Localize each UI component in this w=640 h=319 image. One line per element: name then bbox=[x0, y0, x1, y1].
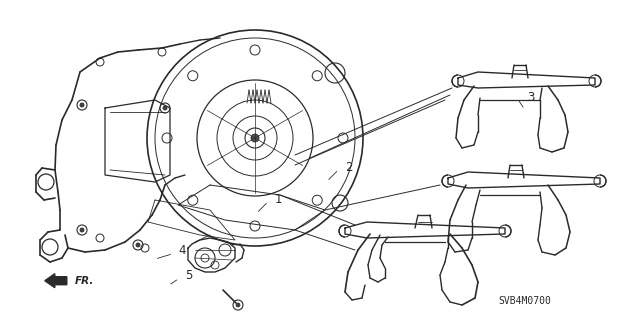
Text: 5: 5 bbox=[185, 270, 193, 282]
Circle shape bbox=[251, 134, 259, 142]
Circle shape bbox=[163, 106, 167, 110]
FancyArrow shape bbox=[45, 274, 67, 288]
Circle shape bbox=[80, 228, 84, 232]
Circle shape bbox=[80, 103, 84, 107]
Circle shape bbox=[236, 303, 240, 307]
Text: 3: 3 bbox=[527, 91, 535, 104]
Text: 2: 2 bbox=[345, 161, 353, 174]
Circle shape bbox=[136, 243, 140, 247]
Text: SVB4M0700: SVB4M0700 bbox=[499, 296, 551, 307]
Text: 1: 1 bbox=[275, 193, 282, 206]
Text: FR.: FR. bbox=[75, 276, 94, 286]
Text: 4: 4 bbox=[179, 244, 186, 257]
